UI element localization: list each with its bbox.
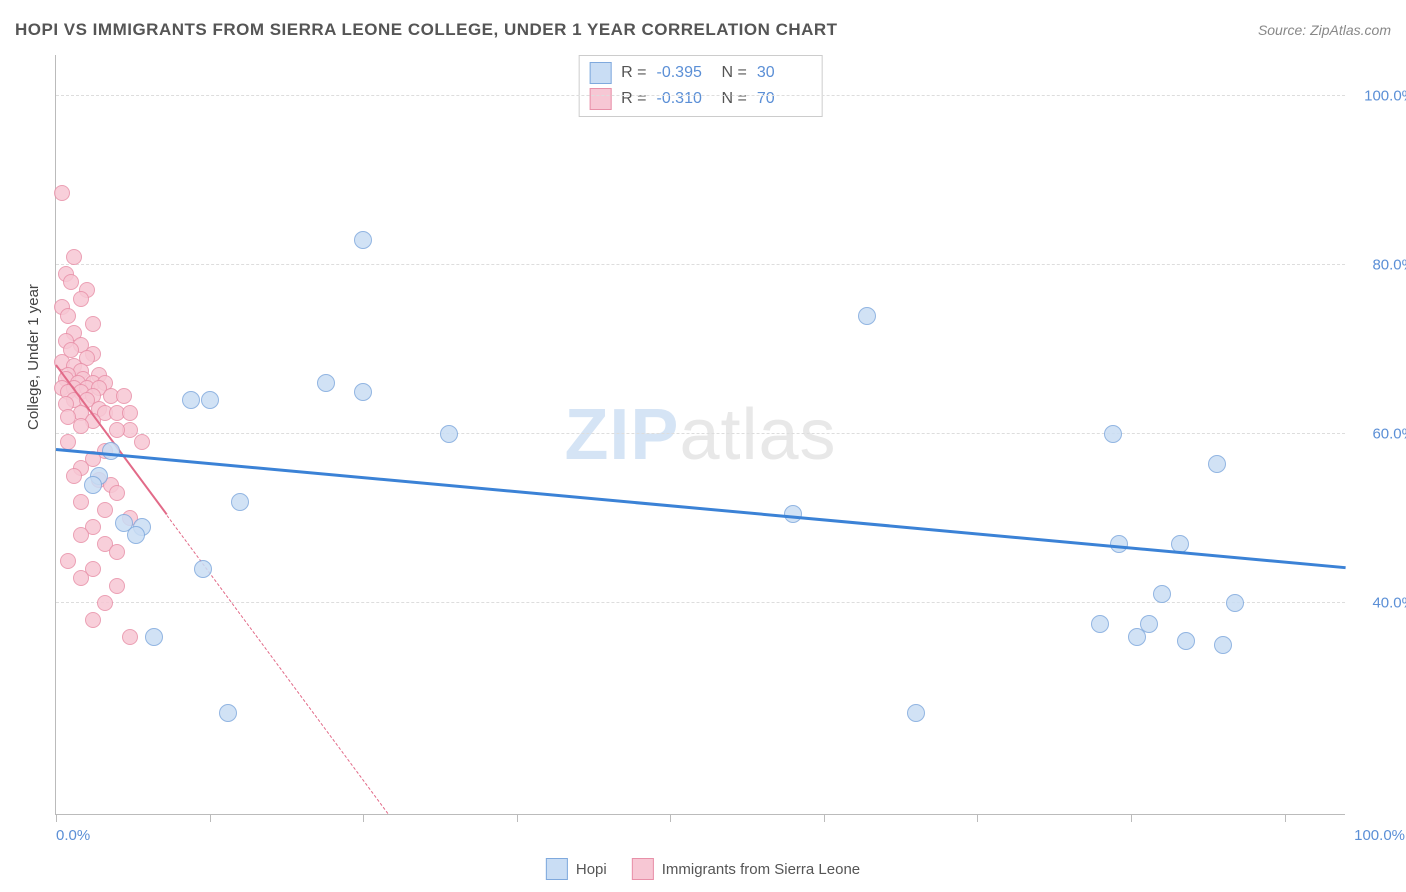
- header: HOPI VS IMMIGRANTS FROM SIERRA LEONE COL…: [15, 20, 1391, 40]
- hopi-point: [145, 628, 163, 646]
- sierra-point: [54, 185, 70, 201]
- x-tick: [670, 814, 671, 822]
- hopi-point: [1091, 615, 1109, 633]
- sierra-point: [63, 274, 79, 290]
- x-tick: [824, 814, 825, 822]
- scatter-chart: ZIPatlas R =-0.395N =30R =-0.310N =70 40…: [55, 55, 1345, 815]
- y-tick-label: 80.0%: [1355, 257, 1406, 274]
- gridline: [56, 602, 1345, 603]
- y-tick-label: 100.0%: [1355, 88, 1406, 105]
- sierra-point: [109, 422, 125, 438]
- hopi-point: [115, 514, 133, 532]
- hopi-point: [1177, 632, 1195, 650]
- hopi-point: [1153, 585, 1171, 603]
- hopi-point: [1104, 425, 1122, 443]
- correlation-stats-box: R = -0.395 N = 30 R = -0.310 N = 70: [578, 55, 823, 117]
- legend-swatch: [632, 858, 654, 880]
- hopi-point: [440, 425, 458, 443]
- sierra-point: [66, 468, 82, 484]
- sierra-point: [97, 595, 113, 611]
- hopi-point: [231, 493, 249, 511]
- hopi-point: [194, 560, 212, 578]
- legend-item: Immigrants from Sierra Leone: [632, 858, 860, 880]
- sierra-point: [73, 527, 89, 543]
- sierra-point: [73, 418, 89, 434]
- sierra-point: [73, 570, 89, 586]
- hopi-point: [1140, 615, 1158, 633]
- x-tick: [56, 814, 57, 822]
- sierra-point: [73, 494, 89, 510]
- legend: Hopi Immigrants from Sierra Leone: [546, 858, 860, 880]
- stats-row: R = -0.310 N = 70: [589, 86, 812, 112]
- stat-r-label: R =: [621, 64, 646, 82]
- sierra-point: [122, 405, 138, 421]
- sierra-point: [97, 502, 113, 518]
- y-tick-label: 60.0%: [1355, 426, 1406, 443]
- stats-row: R = -0.395 N = 30: [589, 60, 812, 86]
- sierra-point: [73, 291, 89, 307]
- source-attribution: Source: ZipAtlas.com: [1258, 22, 1391, 38]
- hopi-point: [858, 307, 876, 325]
- stat-n-label: N =: [722, 64, 747, 82]
- watermark: ZIPatlas: [564, 394, 836, 476]
- x-tick: [1131, 814, 1132, 822]
- legend-swatch: [589, 62, 611, 84]
- gridline: [56, 95, 1345, 96]
- legend-label: Immigrants from Sierra Leone: [662, 861, 860, 878]
- hopi-point: [354, 231, 372, 249]
- stat-r-value: -0.395: [657, 64, 712, 82]
- legend-swatch: [589, 88, 611, 110]
- gridline: [56, 433, 1345, 434]
- hopi-point: [1214, 636, 1232, 654]
- x-tick: [363, 814, 364, 822]
- sierra-point: [60, 308, 76, 324]
- x-tick: [977, 814, 978, 822]
- y-tick-label: 40.0%: [1355, 594, 1406, 611]
- sierra-point: [122, 629, 138, 645]
- x-tick: [210, 814, 211, 822]
- sierra-point: [134, 434, 150, 450]
- legend-swatch: [546, 858, 568, 880]
- x-tick: [517, 814, 518, 822]
- sierra-point: [109, 544, 125, 560]
- stat-r-value: -0.310: [657, 90, 712, 108]
- gridline: [56, 264, 1345, 265]
- hopi-point: [219, 704, 237, 722]
- y-axis-label: College, Under 1 year: [25, 284, 42, 430]
- hopi-point: [84, 476, 102, 494]
- stat-n-value: 70: [757, 90, 812, 108]
- stat-n-label: N =: [722, 90, 747, 108]
- sierra-point: [85, 612, 101, 628]
- sierra-point: [60, 553, 76, 569]
- sierra-point: [116, 388, 132, 404]
- sierra-point: [66, 249, 82, 265]
- hopi-point: [182, 391, 200, 409]
- x-tick-label: 0.0%: [56, 827, 90, 844]
- hopi-point: [102, 442, 120, 460]
- x-tick: [1285, 814, 1286, 822]
- hopi-point: [201, 391, 219, 409]
- chart-title: HOPI VS IMMIGRANTS FROM SIERRA LEONE COL…: [15, 20, 838, 40]
- hopi-point: [1110, 535, 1128, 553]
- legend-item: Hopi: [546, 858, 607, 880]
- sierra-point: [109, 578, 125, 594]
- stat-n-value: 30: [757, 64, 812, 82]
- hopi-trendline: [56, 448, 1346, 569]
- hopi-point: [907, 704, 925, 722]
- sierra-point: [109, 485, 125, 501]
- legend-label: Hopi: [576, 861, 607, 878]
- hopi-point: [354, 383, 372, 401]
- hopi-point: [317, 374, 335, 392]
- hopi-point: [1226, 594, 1244, 612]
- sierra-point: [85, 316, 101, 332]
- x-tick-label: 100.0%: [1354, 827, 1405, 844]
- hopi-point: [1208, 455, 1226, 473]
- stat-r-label: R =: [621, 90, 646, 108]
